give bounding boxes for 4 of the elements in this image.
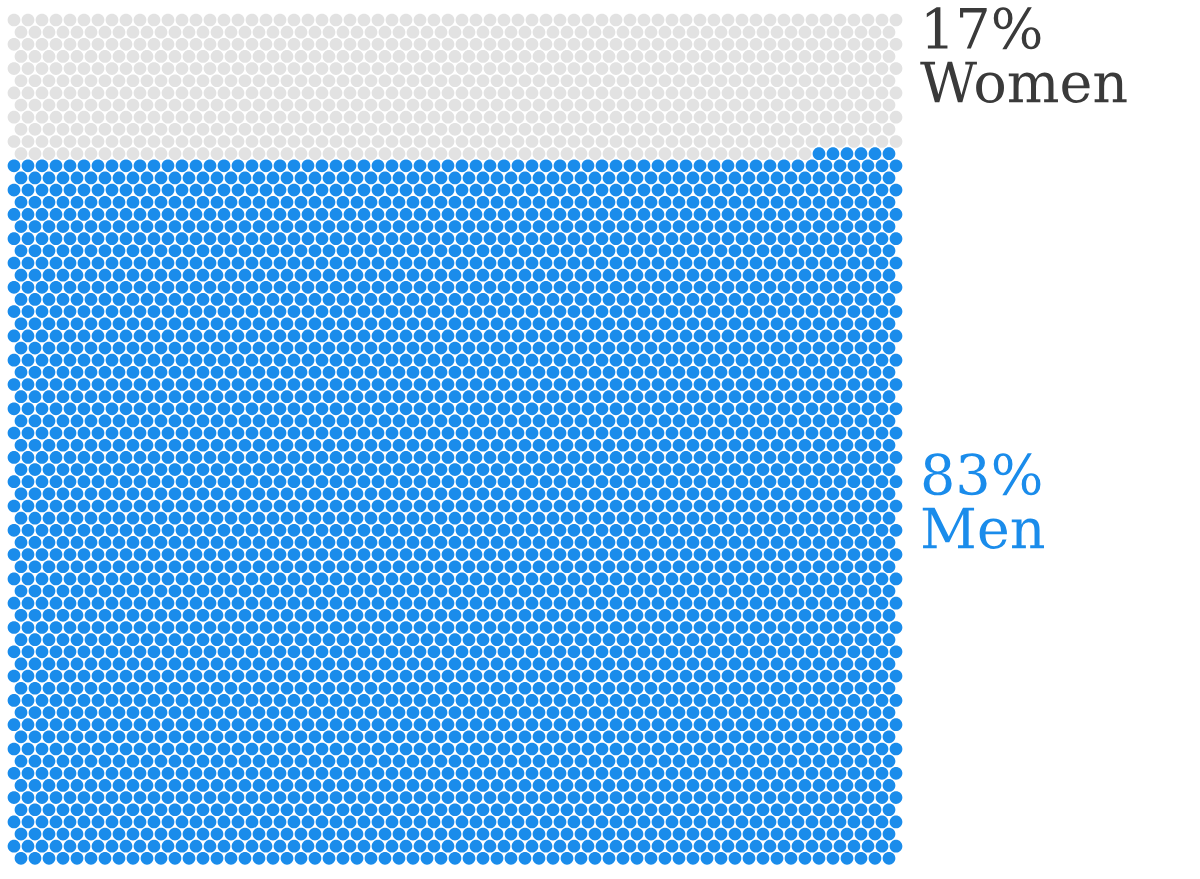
category-label: Men [922,507,1044,549]
category-label: Women [920,61,1127,103]
data-label: 17% [926,7,1041,50]
data-label: 83% [923,453,1041,496]
